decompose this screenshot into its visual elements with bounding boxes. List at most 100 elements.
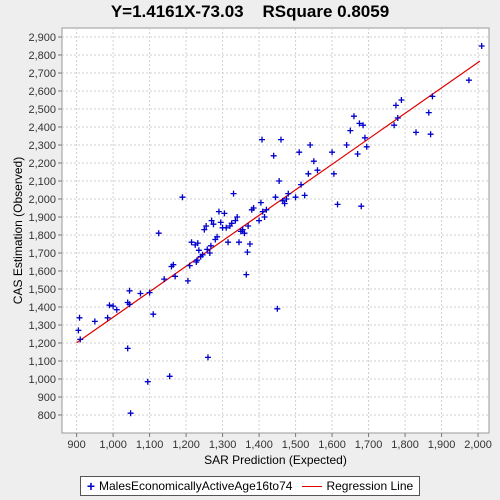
data-point bbox=[221, 210, 228, 217]
regression-line-layer bbox=[76, 60, 481, 344]
y-tick-label: 1,500 bbox=[28, 284, 56, 296]
chart-legend: + MalesEconomicallyActiveAge16to74 Regre… bbox=[80, 476, 420, 496]
x-tick-label: 1,600 bbox=[318, 439, 346, 451]
data-point bbox=[215, 208, 222, 215]
data-points bbox=[75, 43, 485, 417]
data-point bbox=[347, 127, 354, 134]
data-point bbox=[126, 301, 133, 308]
data-point bbox=[199, 251, 206, 258]
data-point bbox=[398, 97, 405, 103]
y-tick-label: 2,300 bbox=[28, 140, 56, 152]
data-point bbox=[194, 240, 201, 247]
data-point bbox=[391, 122, 398, 129]
data-point bbox=[144, 378, 151, 385]
data-point bbox=[244, 249, 251, 256]
data-point bbox=[234, 214, 241, 220]
data-point bbox=[210, 221, 217, 228]
y-tick-label: 2,800 bbox=[28, 50, 56, 62]
data-point bbox=[270, 152, 277, 159]
data-point bbox=[225, 239, 232, 246]
data-point bbox=[276, 178, 283, 184]
data-point bbox=[363, 143, 370, 150]
plus-marker-icon: + bbox=[86, 478, 96, 494]
data-point bbox=[170, 261, 177, 268]
data-point bbox=[77, 336, 84, 343]
y-tick-label: 2,700 bbox=[28, 68, 56, 80]
data-point bbox=[228, 220, 235, 227]
data-point bbox=[194, 257, 201, 264]
data-point bbox=[305, 170, 312, 177]
data-point bbox=[272, 194, 279, 201]
data-point bbox=[429, 93, 436, 100]
y-axis-label: CAS Estimation (Observed) bbox=[11, 157, 25, 304]
x-tick-label: 900 bbox=[67, 439, 85, 451]
data-point bbox=[172, 273, 179, 280]
data-point bbox=[201, 226, 208, 233]
data-point bbox=[259, 208, 266, 215]
plot-area bbox=[61, 27, 490, 434]
x-tick-label: 2,000 bbox=[464, 439, 492, 451]
data-point bbox=[478, 43, 485, 49]
data-point bbox=[274, 305, 281, 312]
x-tick-label: 1,100 bbox=[136, 439, 164, 451]
data-point bbox=[283, 196, 290, 202]
data-point bbox=[124, 345, 131, 352]
y-tick-label: 2,600 bbox=[28, 86, 56, 98]
data-point bbox=[257, 199, 264, 206]
x-tick-label: 1,700 bbox=[355, 439, 383, 451]
data-point bbox=[126, 287, 133, 294]
line-swatch-icon bbox=[302, 485, 323, 487]
y-tick-label: 2,400 bbox=[28, 122, 56, 134]
data-point bbox=[75, 327, 82, 334]
y-tick-label: 1,400 bbox=[28, 302, 56, 314]
y-tick-label: 1,100 bbox=[28, 356, 56, 368]
data-point bbox=[155, 230, 162, 237]
data-point bbox=[301, 192, 308, 199]
data-point bbox=[146, 289, 153, 296]
data-point bbox=[76, 314, 83, 321]
data-point bbox=[241, 230, 248, 237]
data-point bbox=[243, 271, 250, 278]
y-tick-label: 2,200 bbox=[28, 158, 56, 170]
data-point bbox=[166, 373, 173, 380]
data-point bbox=[356, 120, 363, 127]
data-point bbox=[427, 131, 434, 138]
data-point bbox=[203, 223, 210, 229]
data-point bbox=[261, 214, 268, 220]
x-tick-label: 1,900 bbox=[428, 439, 456, 451]
data-point bbox=[329, 149, 336, 156]
data-point bbox=[236, 239, 243, 246]
legend-label-regression: Regression Line bbox=[326, 479, 414, 493]
data-point bbox=[425, 109, 432, 116]
y-tick-label: 1,300 bbox=[28, 320, 56, 332]
y-tick-label: 900 bbox=[38, 392, 56, 404]
data-point bbox=[110, 303, 117, 310]
data-point bbox=[230, 190, 237, 197]
chart-title: Y=1.4161X-73.03 RSquare 0.8059 bbox=[110, 2, 390, 21]
data-point bbox=[298, 181, 305, 188]
data-point bbox=[150, 311, 157, 318]
x-tick-label: 1,500 bbox=[282, 439, 310, 451]
data-point bbox=[394, 115, 401, 121]
data-point bbox=[217, 219, 224, 226]
data-point bbox=[195, 247, 202, 254]
data-point bbox=[392, 102, 399, 109]
data-point bbox=[204, 246, 211, 253]
data-point bbox=[161, 276, 168, 283]
data-point bbox=[188, 239, 195, 246]
legend-item-points: + MalesEconomicallyActiveAge16to74 bbox=[87, 479, 293, 493]
y-tick-label: 1,600 bbox=[28, 266, 56, 278]
data-point bbox=[232, 217, 239, 224]
data-point bbox=[256, 217, 263, 224]
data-point bbox=[465, 77, 472, 84]
data-point bbox=[104, 314, 111, 321]
data-point bbox=[246, 241, 253, 247]
data-point bbox=[206, 250, 213, 256]
data-point bbox=[263, 206, 270, 213]
data-point bbox=[334, 201, 341, 208]
data-point bbox=[258, 136, 265, 143]
data-point bbox=[314, 167, 321, 174]
data-point bbox=[343, 142, 350, 148]
x-axis-label: SAR Prediction (Expected) bbox=[204, 453, 347, 467]
